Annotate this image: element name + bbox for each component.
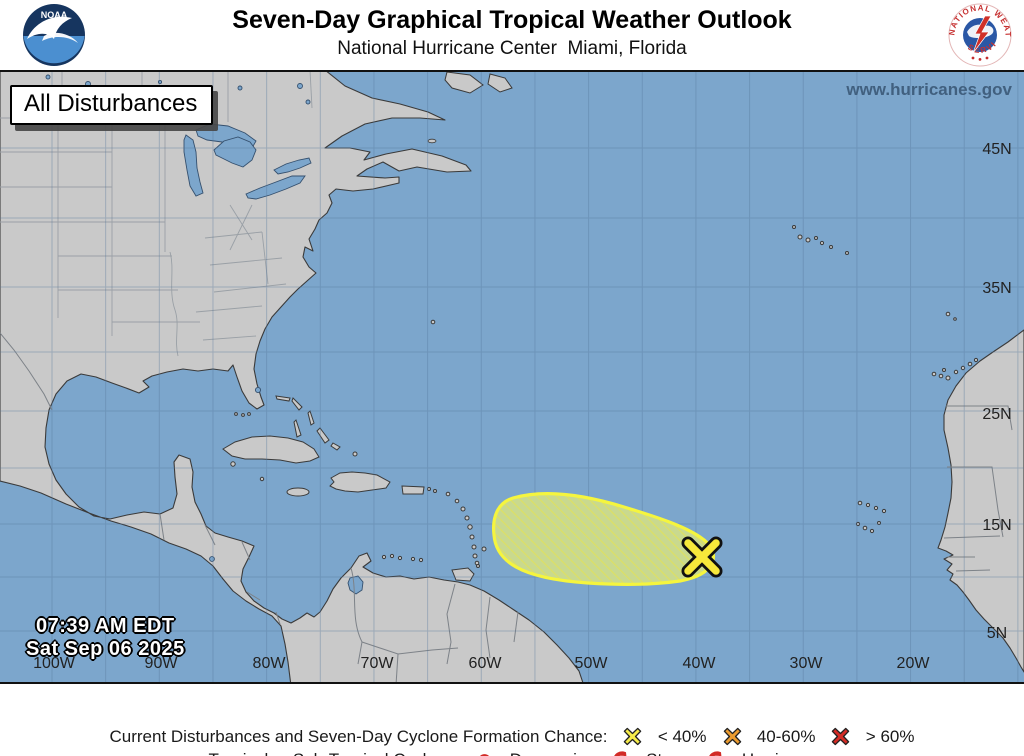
website-text: www.hurricanes.gov bbox=[846, 80, 1012, 99]
atlantic-islands bbox=[430, 225, 979, 534]
x-high-icon bbox=[831, 687, 859, 756]
x-medium-icon bbox=[723, 687, 751, 756]
legend-line2-label: Tropical or Sub-Tropical Cyclone: bbox=[208, 750, 459, 756]
timestamp-time: 07:39 AM EDT bbox=[36, 615, 175, 637]
noaa-logo-icon: NOAA bbox=[23, 4, 85, 66]
depression-icon bbox=[475, 711, 503, 756]
lon-label-40w: 40W bbox=[682, 655, 716, 672]
legend-chance-medium: 40-60% bbox=[756, 726, 816, 746]
legend-hurricane-label: Hurricane bbox=[742, 750, 816, 756]
landmass-africa bbox=[937, 329, 1024, 673]
post-tropical-icon bbox=[361, 733, 389, 756]
map-canvas bbox=[0, 72, 1024, 682]
lat-label-25n: 25N bbox=[982, 406, 1012, 423]
lon-label-30w: 30W bbox=[789, 655, 823, 672]
legend-depression-label: Depression bbox=[510, 750, 596, 756]
lon-label-60w: 60W bbox=[468, 655, 502, 672]
lon-label-50w: 50W bbox=[574, 655, 608, 672]
legend-line-cyclone-types: Tropical or Sub-Tropical Cyclone: Depres… bbox=[0, 710, 1024, 756]
x-low-icon bbox=[623, 687, 651, 756]
nws-logo-icon: NATIONAL WEATHER SERVICE bbox=[944, 0, 1012, 67]
storm-icon bbox=[612, 710, 640, 756]
legend-line1-label: Current Disturbances and Seven-Day Cyclo… bbox=[109, 726, 608, 746]
lat-label-45n: 45N bbox=[982, 141, 1012, 158]
legend: Current Disturbances and Seven-Day Cyclo… bbox=[0, 684, 1024, 756]
legend-chance-low: < 40% bbox=[657, 726, 707, 746]
island-ne-corner bbox=[487, 73, 513, 93]
great-lakes bbox=[45, 74, 364, 595]
island-pei bbox=[427, 138, 437, 144]
noaa-logo: NOAA bbox=[22, 3, 86, 67]
lon-label-90w: 90W bbox=[144, 655, 178, 672]
country-borders bbox=[0, 332, 1013, 682]
lon-label-20w: 20W bbox=[896, 655, 930, 672]
page-title: Seven-Day Graphical Tropical Weather Out… bbox=[232, 6, 792, 34]
mode-selector-all-disturbances[interactable]: All Disturbances bbox=[10, 85, 214, 125]
lat-label-35n: 35N bbox=[982, 280, 1012, 297]
page-subtitle: National Hurricane Center Miami, Florida bbox=[337, 38, 687, 59]
lat-label-15n: 15N bbox=[982, 517, 1012, 534]
timestamp-date: Sat Sep 06 2025 bbox=[26, 638, 185, 660]
legend-line-formation-chance: Current Disturbances and Seven-Day Cyclo… bbox=[0, 687, 1024, 756]
nws-logo: NATIONAL WEATHER SERVICE bbox=[944, 0, 1012, 67]
lon-label-100w: 100W bbox=[33, 655, 75, 672]
caribbean-islands bbox=[222, 395, 487, 582]
lon-label-80w: 80W bbox=[252, 655, 286, 672]
header: NOAA Seven-Day Graphical Tropical Weathe… bbox=[0, 0, 1024, 70]
lon-label-70w: 70W bbox=[360, 655, 394, 672]
atlantic-outlook-map[interactable]: All Disturbances www.hurricanes.gov 45N … bbox=[0, 70, 1024, 684]
legend-storm-label: Storm bbox=[646, 750, 691, 756]
noaa-logo-text: NOAA bbox=[41, 10, 68, 20]
disturbance-x-marker[interactable] bbox=[681, 536, 723, 578]
lat-label-5n: 5N bbox=[986, 625, 1008, 642]
legend-chance-high: > 60% bbox=[865, 726, 915, 746]
legend-line-post-tropical: Post-Tropical Cyclone or Remnants bbox=[0, 733, 1024, 756]
landmass-americas bbox=[0, 72, 584, 682]
island-newfoundland bbox=[444, 72, 484, 94]
